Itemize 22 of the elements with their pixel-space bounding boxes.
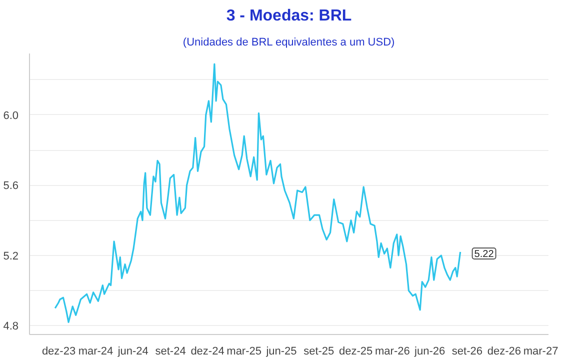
x-tick-label: set-25 [304,346,334,358]
y-tick-label: 5.6 [3,180,19,192]
annotation: 5.22 [474,248,494,260]
x-tick-label: dez-23 [42,346,76,358]
x-tick-label: dez-26 [487,346,522,358]
x-tick-label: jun-26 [414,346,446,358]
x-tick-label: set-26 [452,346,483,358]
x-tick-label: dez-24 [190,346,224,358]
y-tick-label: 5.2 [3,250,19,262]
line-series [54,63,462,324]
y-tick-label: 6.0 [3,110,19,122]
x-tick-label: dez-25 [339,346,373,358]
x-tick-label: jun-24 [116,346,148,358]
y-tick-label: 4.8 [3,320,19,333]
x-tick-label: mar-24 [78,346,114,358]
x-tick-label: mar-25 [226,346,262,358]
x-tick-label: jun-25 [265,346,297,358]
chart-title: 3 - Moedas: BRL [226,8,352,24]
chart-subtitle: (Unidades de BRL equivalentes a um USD) [182,36,395,48]
x-tick-label: mar-26 [375,346,410,358]
x-tick-label: set-24 [155,346,186,358]
x-tick-label: mar-27 [523,346,558,358]
